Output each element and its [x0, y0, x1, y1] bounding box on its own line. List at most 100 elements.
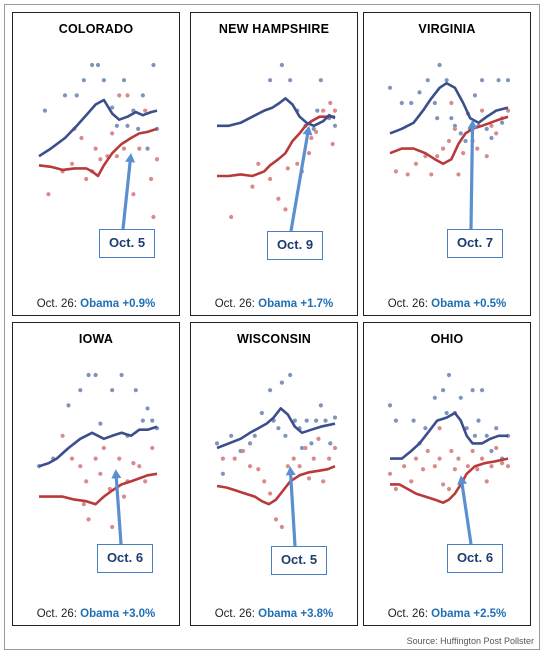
obama-poll-dot [411, 418, 416, 423]
obama-poll-dot [387, 403, 393, 408]
date-callout: Oct. 7 [447, 229, 503, 258]
obama-poll-dot [314, 418, 319, 423]
romney-poll-dot [452, 467, 457, 472]
obama-poll-dot [470, 388, 475, 393]
state-panel: WISCONSIN Oct. 5 Oct. 26: Obama +3.8% [190, 322, 358, 626]
callout-arrow [289, 131, 310, 232]
romney-poll-dot [309, 135, 314, 141]
obama-poll-dot [500, 120, 505, 125]
romney-poll-dot [413, 456, 419, 461]
obama-poll-dot [98, 421, 103, 426]
romney-poll-dot [232, 456, 237, 461]
romney-poll-dot [93, 456, 98, 461]
footer-result: Obama +3.8% [258, 608, 334, 620]
obama-poll-dot [399, 100, 404, 106]
obama-poll-dot [437, 62, 442, 68]
panel-footer: Oct. 26: Obama +3.8% [191, 608, 357, 620]
callout-arrowhead [285, 466, 296, 476]
romney-poll-dot [437, 426, 442, 431]
panel-title: WISCONSIN [236, 332, 312, 346]
romney-poll-dot [470, 448, 475, 454]
obama-poll-dot [311, 126, 316, 131]
obama-trend-line [38, 98, 158, 158]
obama-poll-dot [214, 441, 220, 446]
romney-poll-dot [143, 108, 148, 113]
panel-title: IOWA [78, 332, 114, 346]
footer-result: Obama +3.0% [80, 608, 156, 620]
romney-trend-line [389, 115, 509, 166]
footer-result: Obama +0.5% [431, 298, 507, 310]
obama-poll-dot [229, 433, 234, 438]
date-callout: Oct. 6 [447, 544, 503, 573]
romney-poll-dot [79, 135, 84, 141]
obama-poll-dot [409, 100, 414, 106]
obama-poll-dot [309, 441, 314, 446]
romney-poll-dot [268, 491, 273, 496]
romney-poll-dot [393, 169, 398, 174]
obama-poll-dot [74, 93, 79, 98]
romney-poll-dot [489, 464, 494, 469]
romney-poll-dot [311, 456, 316, 461]
romney-poll-dot [150, 445, 155, 451]
obama-poll-dot [315, 108, 320, 113]
romney-poll-dot [268, 176, 273, 182]
obama-poll-dot [463, 138, 468, 144]
romney-poll-dot [247, 464, 253, 469]
romney-poll-dot [93, 146, 98, 151]
panel-title: VIRGINIA [418, 22, 476, 36]
obama-poll-dot [387, 85, 393, 90]
romney-poll-dot [303, 445, 308, 451]
source-note: Source: Huffington Post Pollster [406, 636, 534, 646]
romney-poll-dot [154, 157, 160, 162]
romney-poll-dot [69, 161, 75, 166]
obama-poll-dot [121, 78, 127, 83]
obama-poll-dot [435, 116, 440, 121]
romney-poll-dot [321, 479, 326, 484]
obama-poll-dot [268, 78, 273, 83]
obama-poll-dot [472, 433, 478, 438]
callout-arrow [469, 125, 475, 230]
romney-poll-dot [110, 131, 115, 136]
date-callout: Oct. 9 [267, 231, 323, 260]
romney-poll-dot [330, 141, 335, 147]
obama-poll-dot [140, 418, 145, 423]
state-panel: OHIO Oct. 6 Oct. 26: Obama +2.5% [363, 322, 531, 626]
obama-poll-dot [283, 433, 288, 438]
romney-poll-dot [449, 100, 454, 106]
romney-poll-dot [285, 464, 290, 469]
romney-poll-dot [332, 108, 338, 113]
romney-poll-dot [387, 471, 393, 476]
callout-arrowhead [111, 469, 122, 479]
romney-poll-dot [131, 192, 136, 197]
callout-arrowhead [457, 475, 468, 485]
footer-result: Obama +1.7% [258, 298, 334, 310]
romney-poll-dot [46, 192, 51, 197]
romney-poll-dot [306, 151, 312, 156]
obama-poll-dot [484, 433, 489, 438]
romney-poll-dot [456, 172, 461, 177]
callout-arrowhead [125, 153, 136, 163]
romney-poll-dot [316, 436, 321, 441]
panel-title: OHIO [430, 332, 464, 346]
romney-poll-dot [393, 486, 398, 492]
romney-poll-dot [327, 456, 332, 461]
romney-poll-dot [110, 524, 115, 530]
poll-plot [214, 372, 338, 547]
romney-poll-dot [314, 129, 319, 134]
obama-poll-dot [78, 388, 83, 393]
romney-poll-dot [446, 486, 452, 492]
obama-poll-dot [432, 395, 437, 400]
romney-trend-line [390, 457, 509, 504]
romney-poll-dot [435, 154, 440, 159]
obama-poll-dot [452, 123, 457, 128]
romney-poll-dot [505, 464, 511, 469]
obama-poll-dot [458, 395, 463, 400]
poll-plot [36, 372, 160, 545]
romney-poll-dot [505, 108, 511, 113]
obama-poll-dot [489, 448, 494, 454]
romney-poll-dot [262, 479, 267, 484]
obama-poll-dot [252, 433, 257, 438]
obama-poll-dot [332, 415, 338, 420]
obama-poll-dot [110, 388, 115, 393]
panel-footer: Oct. 26: Obama +2.5% [364, 608, 530, 620]
